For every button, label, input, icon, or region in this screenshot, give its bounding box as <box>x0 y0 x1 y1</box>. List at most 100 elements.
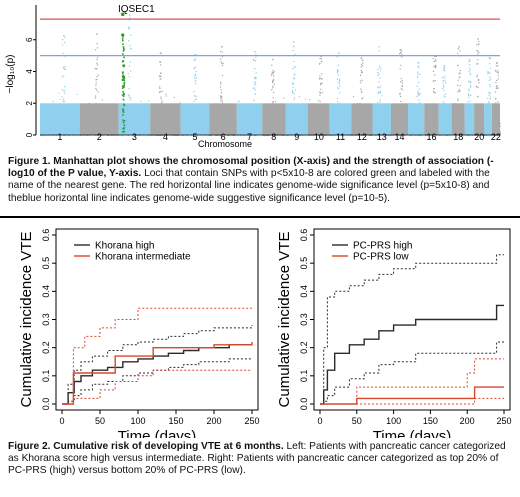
x-tick-label: 100 <box>130 416 145 426</box>
x-tick-label: 200 <box>206 416 221 426</box>
chromosome-label: 10 <box>314 132 324 142</box>
y-tick-label: 0.2 <box>299 341 309 354</box>
chromosome-label: 1 <box>57 132 62 142</box>
y-tick-label: 4 <box>25 69 34 74</box>
y-tick-label: 0.0 <box>299 398 309 411</box>
chromosome-labels: 1 2 3 4 5 6 7 8 9 10 11 12 13 14 16 18 20 22 <box>57 132 501 142</box>
y-axis-label: Cumulative incidence VTE <box>18 232 35 408</box>
figure2-caption-bold: Figure 2. Cumulative risk of developing … <box>8 441 284 452</box>
series-ci-upper <box>320 358 504 405</box>
figure2-caption-rest: Left: Patients with pancreatic cancer ca… <box>8 441 506 477</box>
y-tick-label: 0.5 <box>41 257 51 270</box>
series-0 <box>62 325 253 405</box>
chromosome-label: 6 <box>221 132 226 142</box>
significant-locus-IQSEC1 <box>120 12 126 133</box>
figure1-caption: Figure 1. Manhattan plot shows the chrom… <box>8 156 514 205</box>
chromosome-label: 22 <box>491 132 501 142</box>
chromosome-16-points <box>424 55 440 137</box>
series-estimate <box>320 386 504 405</box>
chromosome-label: 14 <box>394 132 404 142</box>
y-tick-label: 0.4 <box>299 285 309 298</box>
chromosome-5-points <box>180 54 211 137</box>
gene-label-iqsec1: IQSEC1 <box>118 4 155 15</box>
chromosome-8-points <box>262 58 287 137</box>
y-tick-label: 0.6 <box>41 229 51 242</box>
chromosome-2-points <box>79 33 120 136</box>
x-tick-label: 250 <box>496 416 511 426</box>
y-axis-label: −log₁₀(p) <box>5 55 16 94</box>
figure1-caption-rest: Loci that contain SNPs with p<5x10-8 are… <box>8 168 490 204</box>
y-tick-label: 6 <box>25 37 34 42</box>
chromosome-label: 20 <box>474 132 484 142</box>
chromosome-11-points <box>329 52 353 137</box>
chromosome-22-points <box>491 62 501 136</box>
figure2-caption: Figure 2. Cumulative risk of developing … <box>8 441 514 478</box>
series-ci-lower <box>62 358 252 405</box>
figure1-caption-bold: Figure 1. Manhattan plot shows the chrom… <box>8 156 494 180</box>
x-tick-label: 100 <box>386 416 401 426</box>
y-tick-label: 0.6 <box>299 229 309 242</box>
series-ci-upper <box>62 307 252 405</box>
legend-label: PC-PRS high <box>353 241 412 252</box>
chromosome-4-points <box>150 52 182 137</box>
chromosome-label: 11 <box>336 132 345 142</box>
chromosome-20-points <box>474 38 486 136</box>
y-tick-label: 0.0 <box>41 398 51 411</box>
chromosome-13-points <box>372 46 392 137</box>
legend-label: PC-PRS low <box>353 252 409 263</box>
y-tick-label: 0.1 <box>41 370 51 383</box>
chromosome-label: 8 <box>271 132 276 142</box>
cumulative-incidence-khorana: 0.0 0.1 0.2 0.3 0.4 0.5 0.6 0 50 100 150 200 250 Time… <box>18 228 260 438</box>
chromosome-9-points <box>285 41 309 137</box>
y-axis-label: Cumulative incidence VTE <box>276 232 293 408</box>
x-tick-label: 200 <box>460 416 475 426</box>
chromosome-7-points <box>236 50 264 137</box>
legend-label: Khorana high <box>95 241 155 252</box>
y-tick-label: 0.2 <box>41 341 51 354</box>
chromosome-label: 7 <box>247 132 252 142</box>
cumulative-incidence-pc-prs: 0.0 0.1 0.2 0.3 0.4 0.5 0.6 0 50 100 150 200 250 Time… <box>276 228 512 438</box>
series-estimate <box>62 342 253 405</box>
y-tick-label: 0.4 <box>41 285 51 298</box>
chromosome-label: 3 <box>132 132 137 142</box>
manhattan-points <box>40 12 501 137</box>
series-estimate <box>62 344 252 405</box>
x-axis-label: Time (days) <box>118 428 197 438</box>
chromosome-14-points <box>390 49 410 136</box>
series-ci-lower <box>320 341 504 405</box>
y-tick-label: 0 <box>25 132 34 137</box>
x-axis-label: Time (days) <box>373 428 452 438</box>
chromosome-21-points <box>484 57 493 136</box>
chromosome-label: 9 <box>294 132 299 142</box>
chromosome-label: 16 <box>426 132 436 142</box>
x-tick-label: 0 <box>59 416 64 426</box>
y-tick-label: 0.1 <box>299 370 309 383</box>
y-tick-label: 2 <box>25 100 34 105</box>
x-tick-label: 250 <box>244 416 259 426</box>
x-tick-label: 50 <box>95 416 105 426</box>
chromosome-label: 4 <box>163 132 168 142</box>
series-ci-upper <box>62 325 253 405</box>
series-ci-lower <box>320 397 504 405</box>
series-ci-lower <box>62 369 252 405</box>
chromosome-18-points <box>451 46 466 136</box>
series-estimate <box>320 304 504 405</box>
chromosome-19-points <box>464 58 476 137</box>
y-ticks: 0 2 4 6 <box>25 37 500 137</box>
x-tick-label: 150 <box>423 416 438 426</box>
chromosome-15-points <box>408 62 426 136</box>
chromosome-label: 18 <box>453 132 463 142</box>
chromosome-6-points <box>209 46 238 137</box>
chromosome-label: 12 <box>357 132 367 142</box>
legend-label: Khorana intermediate <box>95 252 191 263</box>
chromosome-12-points <box>351 57 374 137</box>
chromosome-17-points <box>438 65 453 136</box>
series-ci-upper <box>320 254 504 405</box>
y-tick-label: 0.3 <box>299 313 309 326</box>
series-0 <box>320 254 504 405</box>
x-tick-label: 150 <box>168 416 183 426</box>
figure-divider <box>0 216 520 218</box>
